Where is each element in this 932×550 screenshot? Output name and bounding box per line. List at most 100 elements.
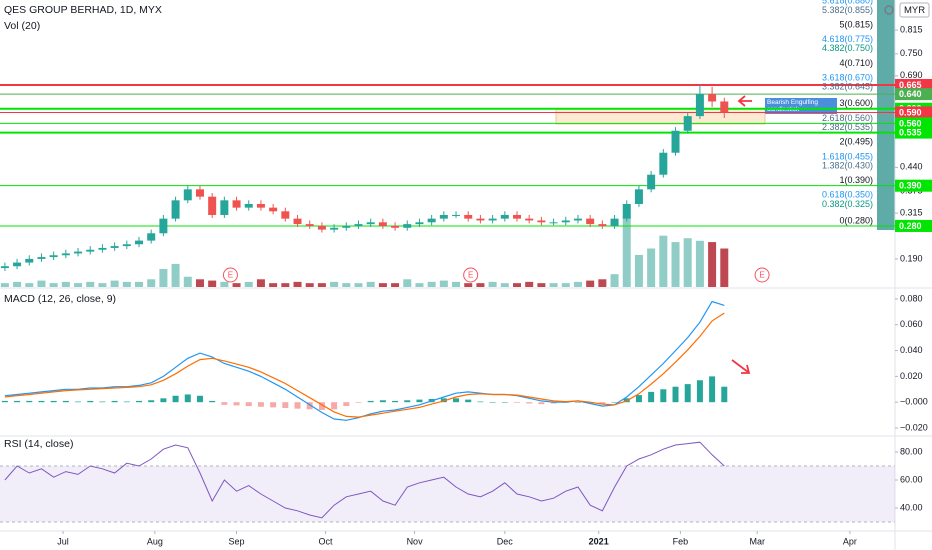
fib-label: 1.382(0.430) [822, 160, 873, 170]
candle-body [586, 218, 595, 225]
candle-body [354, 224, 363, 226]
volume-title: Vol (20) [4, 20, 40, 32]
candle-body [683, 116, 692, 131]
y-tick-label: 40.00 [900, 502, 923, 512]
histogram-bar [160, 398, 167, 403]
volume-bar [683, 238, 692, 287]
price-label: 0.560 [899, 118, 922, 128]
volume-bar [232, 283, 241, 287]
candle-body [49, 255, 58, 258]
candle-body [598, 224, 607, 226]
volume-bar [513, 283, 522, 287]
histogram-bar [367, 400, 374, 403]
fib-label: 2.382(0.535) [822, 122, 873, 132]
fib-label: 4(0.710) [839, 58, 873, 68]
candle-body [317, 225, 326, 230]
x-tick-label: Mar [749, 536, 765, 546]
event-marker [463, 267, 479, 283]
arrow [737, 95, 752, 107]
candle-body [342, 225, 351, 228]
price-label-box [895, 117, 932, 130]
candle-body [573, 218, 582, 221]
candle-body [720, 101, 729, 113]
volume-bar [573, 281, 582, 287]
candle-body [452, 214, 461, 216]
fib-label: 5.382(0.855) [822, 5, 873, 15]
currency-label: MYR [904, 5, 925, 16]
candle-body [513, 214, 522, 219]
histogram-bar [331, 402, 338, 410]
candle-body [537, 220, 546, 223]
histogram-bar [62, 400, 69, 403]
histogram-bar [270, 402, 277, 408]
candle-body [391, 225, 400, 228]
histogram-bar [611, 402, 618, 403]
candle-body [171, 200, 180, 219]
candle-body [110, 246, 119, 248]
histogram-bar [245, 402, 252, 407]
candle-body [13, 262, 22, 267]
volume-bar [439, 280, 448, 287]
volume-bar [427, 281, 436, 287]
candle-body [647, 174, 656, 190]
y-tick-label: 60.00 [900, 474, 923, 484]
volume-bar [159, 269, 168, 287]
currency-button[interactable] [899, 2, 930, 18]
candle-body [378, 222, 387, 226]
y-tick-label: 0.020 [900, 371, 923, 381]
histogram-bar [501, 402, 508, 403]
volume-bar [293, 281, 302, 287]
y-tick-label: 0.080 [900, 293, 923, 303]
candle-body [659, 152, 668, 175]
rsi-line [4, 441, 725, 519]
event-label: E [759, 271, 764, 280]
candle-body [220, 200, 229, 215]
histogram-bar [148, 400, 155, 403]
histogram-bar [38, 400, 45, 403]
candle-body [269, 207, 278, 212]
fib-label: 4.382(0.750) [822, 43, 873, 53]
event-marker [754, 267, 770, 283]
fib-label: 3(0.600) [839, 98, 873, 108]
histogram-bar [587, 402, 594, 404]
histogram-bar [75, 401, 82, 403]
volume-bar [561, 283, 570, 287]
price-label-box [895, 106, 932, 119]
histogram-bar [514, 402, 521, 403]
histogram-bar [660, 389, 667, 403]
candle-body [293, 218, 302, 225]
x-tick-label: Jul [57, 536, 69, 546]
rsi-title: RSI (14, close) [4, 438, 73, 450]
candle-body [183, 189, 192, 201]
volume-bar [13, 281, 22, 287]
candle-body [0, 266, 9, 269]
candle-body [305, 224, 314, 226]
volume-bar [659, 235, 668, 287]
candle-body [610, 218, 619, 226]
candle-body [281, 211, 290, 219]
candle-body [695, 94, 704, 117]
volume-bar [183, 276, 192, 287]
volume-bar [135, 281, 144, 287]
histogram-bar [318, 402, 325, 410]
histogram-bar [721, 386, 728, 403]
x-tick-label: Aug [147, 536, 163, 546]
volume-bar [634, 254, 643, 287]
fib-label: 1(0.390) [839, 175, 873, 185]
y-tick-label: 0.690 [900, 70, 923, 80]
candle-body [122, 244, 131, 247]
histogram-bar [306, 402, 313, 410]
volume-bar [281, 283, 290, 287]
volume-bar [330, 281, 339, 287]
price-label: 0.390 [899, 181, 922, 191]
y-tick-label: 0.750 [900, 48, 923, 58]
settings-icon[interactable] [884, 5, 894, 15]
histogram-bar [696, 380, 703, 403]
price-label-box [895, 126, 932, 139]
event-marker [222, 267, 238, 283]
fib-label: 5(0.815) [839, 19, 873, 29]
candle-body [244, 203, 253, 208]
event-label: E [228, 271, 233, 280]
histogram-bar [196, 395, 203, 403]
